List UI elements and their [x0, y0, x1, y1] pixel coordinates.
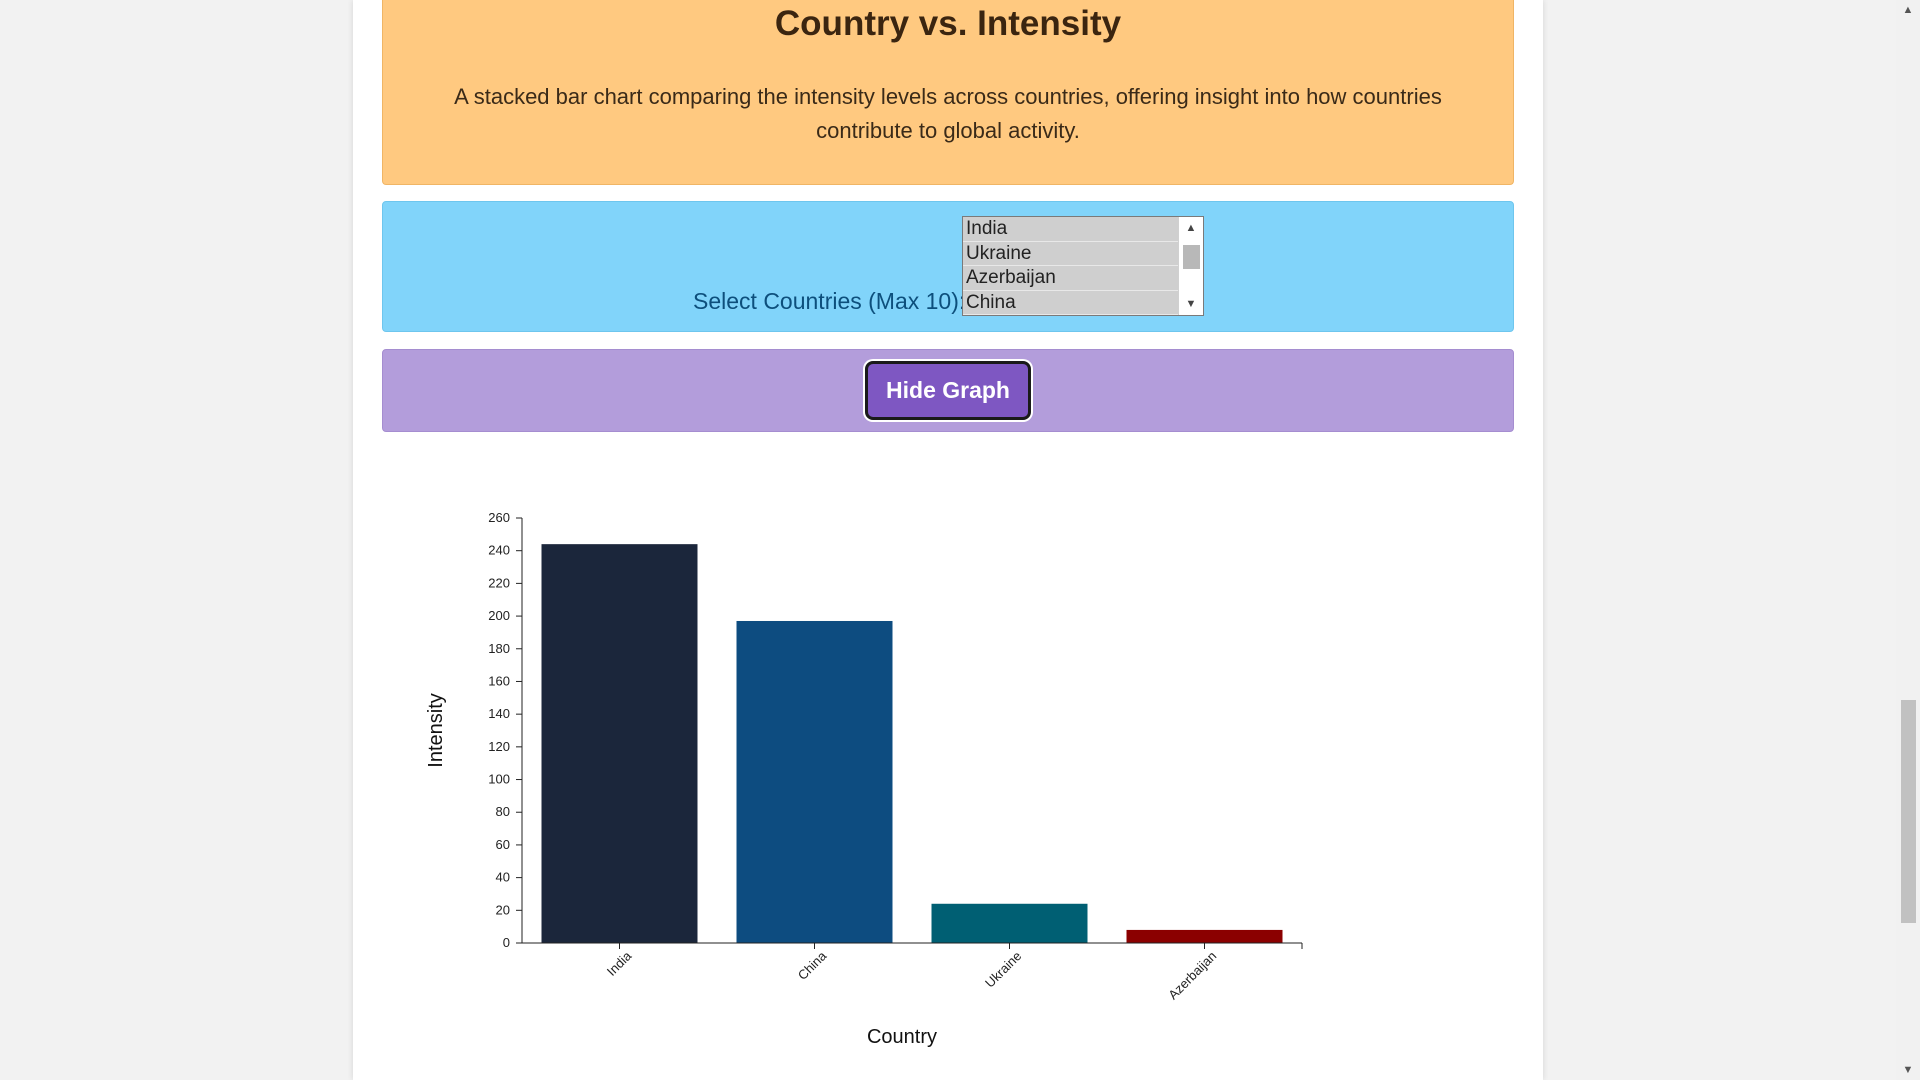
y-tick-label: 180 [488, 641, 510, 656]
page-title: Country vs. Intensity [774, 4, 1122, 43]
y-axis-title: Intensity [425, 693, 447, 767]
scroll-up-icon[interactable]: ▲ [1185, 222, 1197, 234]
bar-azerbaijan [1126, 929, 1283, 943]
x-tick-label: China [795, 948, 830, 983]
y-tick-label: 260 [488, 510, 510, 525]
scroll-down-icon[interactable]: ▼ [1185, 298, 1197, 310]
filter-panel: Select Countries (Max 10): India Ukraine… [382, 201, 1514, 332]
y-tick-label: 200 [488, 608, 510, 623]
listbox-scroll-thumb[interactable] [1183, 245, 1200, 269]
select-countries-label: Select Countries (Max 10): [693, 288, 966, 314]
country-multiselect[interactable]: India Ukraine Azerbaijan China ▲ ▼ [962, 216, 1204, 316]
controls-panel: Hide Graph [382, 349, 1514, 432]
bar-china [736, 620, 893, 943]
y-tick-label: 100 [488, 772, 510, 787]
intensity-bar-chart: 0 20 40 60 80 100 120 140 160 180 200 220 240 260 Indi… [425, 510, 1303, 1048]
bar-india [541, 544, 698, 943]
y-tick-label: 240 [488, 543, 510, 558]
y-tick-label: 20 [496, 902, 510, 917]
y-tick-label: 140 [488, 706, 510, 721]
x-tick-label: Azerbaijan [1165, 948, 1219, 1002]
y-tick-label: 220 [488, 575, 510, 590]
country-option[interactable]: Ukraine [963, 242, 1203, 266]
y-tick-label: 60 [496, 837, 510, 852]
y-tick-label: 80 [496, 804, 510, 819]
y-tick-label: 120 [488, 739, 510, 754]
header-panel: Country vs. Intensity A stacked bar char… [382, 0, 1514, 185]
country-option[interactable]: India [963, 217, 1203, 242]
country-option[interactable]: China [963, 291, 1203, 315]
y-tick-label: 160 [488, 673, 510, 688]
listbox-scrollbar[interactable]: ▲ ▼ [1178, 217, 1203, 315]
bar-ukraine [931, 903, 1088, 943]
page-description: A stacked bar chart comparing the intens… [454, 84, 1442, 143]
country-option[interactable]: Azerbaijan [963, 266, 1203, 291]
page-scroll-thumb[interactable] [1901, 700, 1916, 923]
hide-graph-button[interactable]: Hide Graph [865, 361, 1031, 420]
x-tick-label: India [604, 948, 635, 979]
page-scrollbar[interactable]: ▲ ▼ [1896, 0, 1920, 1080]
y-tick-label: 40 [496, 870, 510, 885]
page-scroll-up-icon[interactable]: ▲ [1902, 4, 1914, 16]
page-scroll-down-icon[interactable]: ▼ [1902, 1064, 1914, 1076]
y-tick-label: 0 [503, 935, 510, 950]
x-tick-label: Ukraine [982, 948, 1024, 990]
x-axis-title: Country [867, 1026, 937, 1048]
